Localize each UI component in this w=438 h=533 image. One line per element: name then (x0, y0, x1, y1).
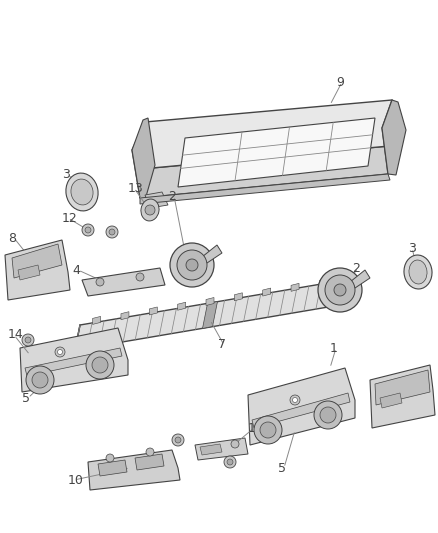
Circle shape (106, 226, 118, 238)
Circle shape (92, 357, 108, 373)
Ellipse shape (141, 199, 159, 221)
Circle shape (227, 459, 233, 465)
Text: 8: 8 (393, 392, 401, 405)
Polygon shape (140, 145, 400, 198)
Polygon shape (370, 365, 435, 428)
Polygon shape (121, 312, 129, 320)
Polygon shape (82, 268, 165, 296)
Polygon shape (234, 293, 242, 301)
Polygon shape (12, 244, 62, 278)
Circle shape (82, 224, 94, 236)
Circle shape (55, 347, 65, 357)
Text: 10: 10 (68, 473, 84, 487)
Text: 5: 5 (278, 462, 286, 474)
Polygon shape (195, 438, 248, 460)
Ellipse shape (66, 173, 98, 211)
Circle shape (314, 401, 342, 429)
Circle shape (57, 350, 63, 354)
Circle shape (96, 278, 104, 286)
Text: 14: 14 (8, 328, 24, 342)
Text: 7: 7 (218, 338, 226, 351)
Polygon shape (350, 270, 370, 288)
Circle shape (85, 227, 91, 233)
Text: 1: 1 (330, 342, 338, 354)
Polygon shape (20, 328, 128, 392)
Polygon shape (132, 118, 155, 200)
Ellipse shape (404, 255, 432, 289)
Circle shape (170, 243, 214, 287)
Circle shape (25, 337, 31, 343)
Circle shape (254, 416, 282, 444)
Circle shape (293, 398, 297, 402)
Polygon shape (145, 100, 400, 168)
Text: 8: 8 (8, 231, 16, 245)
Text: 12: 12 (62, 212, 78, 224)
Polygon shape (145, 192, 168, 208)
Polygon shape (25, 348, 122, 376)
Circle shape (186, 259, 198, 271)
Polygon shape (202, 302, 218, 328)
Polygon shape (75, 280, 345, 350)
Circle shape (106, 454, 114, 462)
Circle shape (136, 273, 144, 281)
Polygon shape (18, 265, 40, 280)
Polygon shape (319, 279, 327, 287)
Circle shape (318, 268, 362, 312)
Polygon shape (382, 100, 400, 174)
Circle shape (334, 284, 346, 296)
Text: 3: 3 (408, 241, 416, 254)
Polygon shape (375, 370, 430, 405)
Circle shape (325, 275, 355, 305)
Polygon shape (140, 174, 390, 204)
Circle shape (22, 334, 34, 346)
Circle shape (109, 229, 115, 235)
Ellipse shape (71, 179, 93, 205)
Text: 4: 4 (72, 263, 80, 277)
Polygon shape (248, 368, 355, 445)
Polygon shape (252, 393, 350, 428)
Text: 5: 5 (22, 392, 30, 405)
Polygon shape (5, 240, 70, 300)
Circle shape (290, 395, 300, 405)
Circle shape (32, 372, 48, 388)
Polygon shape (200, 444, 222, 455)
Circle shape (260, 422, 276, 438)
Circle shape (231, 440, 239, 448)
Circle shape (26, 366, 54, 394)
Text: 2: 2 (168, 190, 176, 203)
Polygon shape (132, 122, 152, 198)
Polygon shape (149, 307, 157, 315)
Polygon shape (380, 393, 402, 408)
Text: 3: 3 (62, 168, 70, 182)
Circle shape (320, 407, 336, 423)
Polygon shape (92, 317, 101, 325)
Polygon shape (202, 245, 222, 263)
Circle shape (145, 205, 155, 215)
Text: 9: 9 (336, 76, 344, 88)
Text: 2: 2 (352, 262, 360, 274)
Polygon shape (135, 454, 164, 470)
Text: 13: 13 (128, 182, 144, 195)
Text: 11: 11 (248, 422, 264, 434)
Polygon shape (206, 297, 214, 305)
Circle shape (86, 351, 114, 379)
Circle shape (175, 437, 181, 443)
Circle shape (177, 250, 207, 280)
Polygon shape (263, 288, 271, 296)
Polygon shape (382, 100, 406, 175)
Circle shape (224, 456, 236, 468)
Polygon shape (178, 118, 375, 187)
Circle shape (172, 434, 184, 446)
Polygon shape (291, 284, 299, 292)
Polygon shape (178, 302, 186, 310)
Polygon shape (88, 450, 180, 490)
Polygon shape (98, 460, 127, 476)
Ellipse shape (409, 260, 427, 284)
Circle shape (146, 448, 154, 456)
